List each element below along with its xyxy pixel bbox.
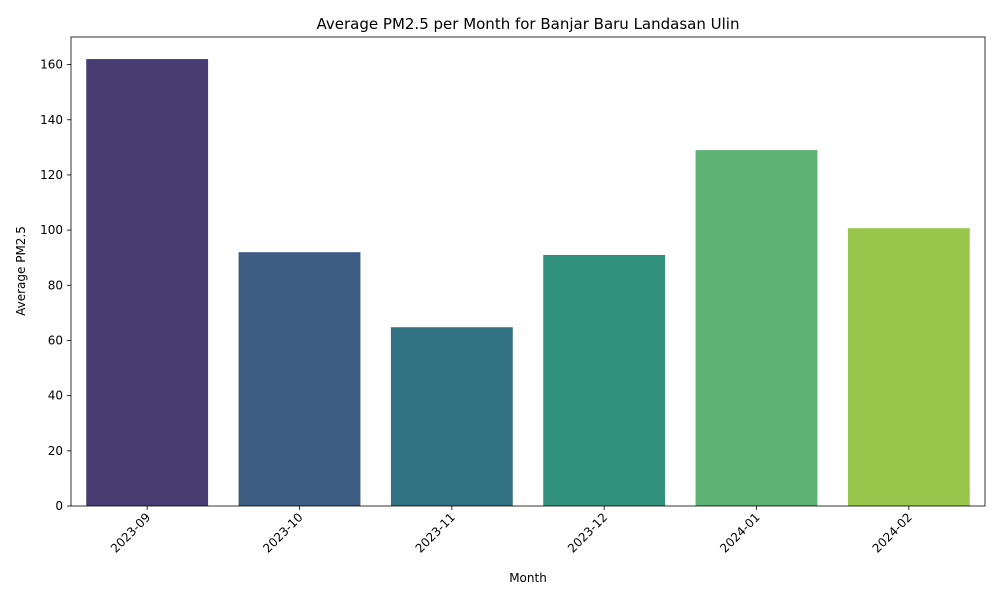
bars-group — [86, 59, 970, 507]
x-tick-label: 2024-02 — [870, 510, 915, 555]
x-axis-title: Month — [509, 571, 547, 585]
y-tick-label: 20 — [48, 444, 63, 458]
y-tick-label: 160 — [40, 58, 63, 72]
y-tick-label: 140 — [40, 113, 63, 127]
y-tick-label: 60 — [48, 333, 63, 347]
y-tick-label: 40 — [48, 389, 63, 403]
x-axis: 2023-09 2023-10 2023-11 2023-12 2024-01 2024-… — [108, 506, 915, 556]
plot-frame — [70, 36, 986, 507]
bar-2023-11 — [390, 327, 513, 506]
bar-2023-12 — [543, 254, 666, 506]
bar-2024-02 — [847, 228, 970, 507]
x-tick-label: 2023-12 — [565, 510, 610, 555]
y-tick-label: 80 — [48, 278, 63, 292]
bar-2023-09 — [86, 59, 209, 506]
x-tick-label: 2023-10 — [260, 510, 305, 555]
chart-title: Average PM2.5 per Month for Banjar Baru … — [317, 15, 740, 33]
y-tick-label: 0 — [55, 499, 63, 513]
bar-2024-01 — [695, 150, 818, 507]
x-tick-label: 2023-11 — [413, 510, 458, 555]
x-tick-label: 2023-09 — [108, 510, 153, 555]
y-axis-title: Average PM2.5 — [14, 226, 28, 316]
y-tick-label: 100 — [40, 223, 63, 237]
y-axis: 0 20 40 60 80 100 120 140 160 — [40, 58, 71, 513]
y-tick-label: 120 — [40, 168, 63, 182]
x-tick-label: 2024-01 — [717, 510, 762, 555]
bar-2023-10 — [238, 252, 361, 506]
